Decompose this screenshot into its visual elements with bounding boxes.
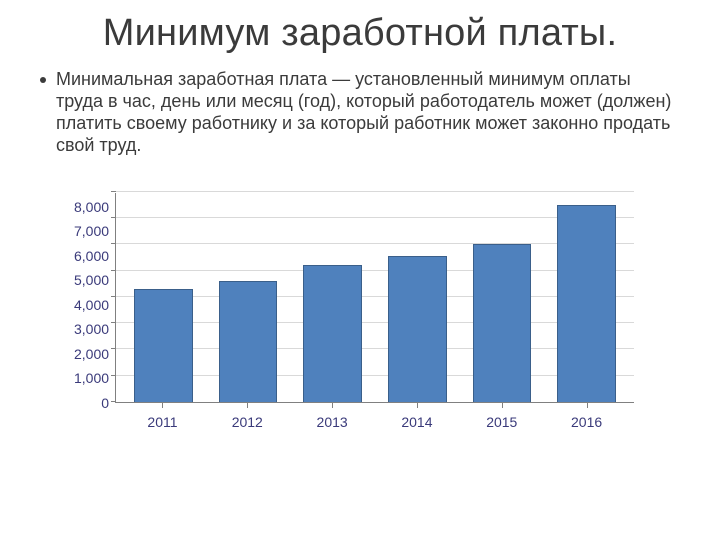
y-tick-label: 2,000	[74, 347, 109, 361]
y-tick-label: 5,000	[74, 273, 109, 287]
bar	[219, 281, 278, 402]
y-tick-label: 4,000	[74, 298, 109, 312]
bar	[134, 289, 193, 402]
bar	[557, 205, 616, 402]
minimum-wage-chart: 8,000 7,000 6,000 5,000 4,000 3,000 2,000 1,000…	[74, 193, 634, 430]
x-tick-label: 2014	[388, 414, 447, 430]
x-tick-mark	[388, 403, 447, 408]
y-tick-label: 0	[101, 396, 109, 410]
x-tick-label: 2015	[472, 414, 531, 430]
x-tick-mark	[557, 403, 616, 408]
bars-group	[116, 193, 634, 402]
x-tick-mark	[303, 403, 362, 408]
x-tick-label: 2011	[133, 414, 192, 430]
page-title: Минимум заработной платы.	[40, 12, 680, 55]
x-tick-mark	[218, 403, 277, 408]
definition-bullet: Минимальная заработная плата — установле…	[40, 69, 680, 157]
x-tick-label: 2013	[303, 414, 362, 430]
y-tick-label: 1,000	[74, 371, 109, 385]
x-tick-label: 2016	[557, 414, 616, 430]
y-axis: 8,000 7,000 6,000 5,000 4,000 3,000 2,000 1,000…	[74, 193, 115, 403]
plot-area	[115, 193, 634, 403]
bar	[388, 256, 447, 402]
x-tick-mark	[472, 403, 531, 408]
definition-text: Минимальная заработная плата — установле…	[56, 69, 680, 157]
x-tick-marks	[115, 403, 634, 408]
x-tick-label: 2012	[218, 414, 277, 430]
y-tick-label: 3,000	[74, 322, 109, 336]
y-tick-label: 6,000	[74, 249, 109, 263]
bullet-dot-icon	[40, 77, 46, 83]
y-tick-label: 7,000	[74, 224, 109, 238]
x-axis: 2011 2012 2013 2014 2015 2016	[115, 408, 634, 430]
y-tick-label: 8,000	[74, 200, 109, 214]
y-tick-mark	[111, 191, 116, 192]
grid-line	[116, 191, 634, 192]
slide: Минимум заработной платы. Минимальная за…	[0, 0, 720, 540]
bar	[303, 265, 362, 402]
x-tick-mark	[133, 403, 192, 408]
bar	[473, 244, 532, 402]
